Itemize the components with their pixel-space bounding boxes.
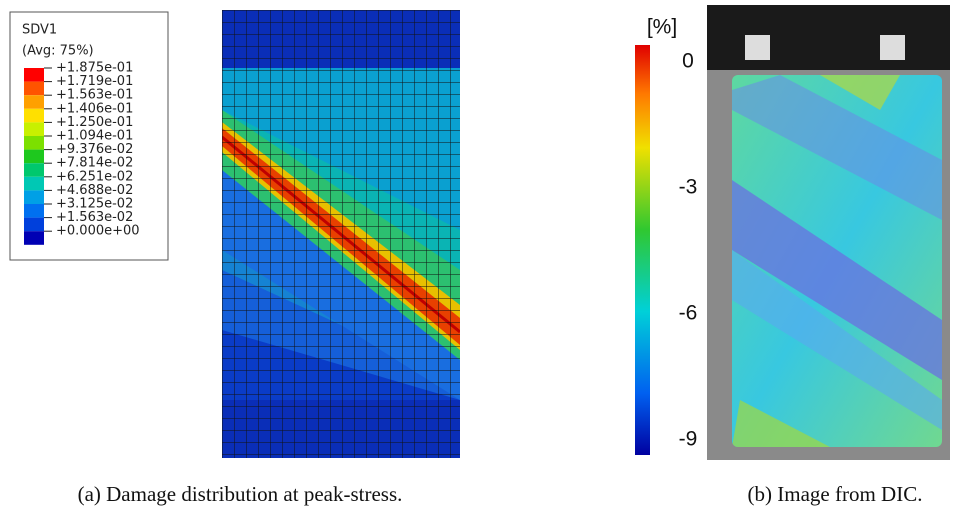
- legend-swatch: [24, 204, 44, 218]
- legend-label: +0.000e+00: [56, 224, 140, 239]
- colorbar-tick-label: 0: [682, 50, 694, 73]
- legend-label: +1.406e-01: [56, 101, 133, 116]
- legend-label: +1.563e-02: [56, 210, 133, 225]
- legend-swatch: [24, 149, 44, 164]
- legend-subtitle: (Avg: 75%): [22, 44, 94, 59]
- caption-b: (b) Image from DIC.: [748, 482, 923, 506]
- legend-title: SDV1: [22, 23, 57, 38]
- dic-image: [707, 5, 950, 460]
- legend-swatch: [24, 176, 44, 191]
- legend-swatch: [24, 108, 44, 123]
- legend-swatch: [24, 122, 44, 136]
- colorbar-tick-label: -3: [679, 176, 698, 199]
- legend-swatch: [24, 163, 44, 177]
- fe-mesh: [222, 10, 460, 458]
- legend-label: +6.251e-02: [56, 169, 133, 184]
- legend-label: +3.125e-02: [56, 197, 133, 212]
- legend-swatch: [24, 95, 44, 109]
- legend-label: +9.376e-02: [56, 142, 133, 157]
- legend-label: +4.688e-02: [56, 183, 133, 198]
- legend-swatch: [24, 190, 44, 204]
- legend-label: +1.563e-01: [56, 88, 133, 103]
- legend: +1.875e-01+1.719e-01+1.563e-01+1.406e-01…: [24, 61, 140, 245]
- caption-a: (a) Damage distribution at peak-stress.: [78, 482, 403, 506]
- legend-label: +1.719e-01: [56, 74, 133, 89]
- legend-swatch: [24, 68, 44, 82]
- legend-label: +1.875e-01: [56, 61, 133, 76]
- colorbar-tick-label: -6: [679, 302, 698, 325]
- legend-swatch: [24, 81, 44, 96]
- legend-swatch: [24, 217, 44, 232]
- legend-swatch: [24, 136, 44, 150]
- colorbar-tick-label: -9: [679, 428, 698, 451]
- colorbar-ticks: 0 -3 -6 -9: [679, 50, 698, 451]
- colorbar-unit: [%]: [647, 16, 677, 39]
- colorbar: [635, 45, 650, 455]
- legend-label: +1.250e-01: [56, 115, 133, 130]
- legend-label: +1.094e-01: [56, 129, 133, 144]
- legend-label: +7.814e-02: [56, 156, 133, 171]
- legend-swatch: [24, 231, 44, 245]
